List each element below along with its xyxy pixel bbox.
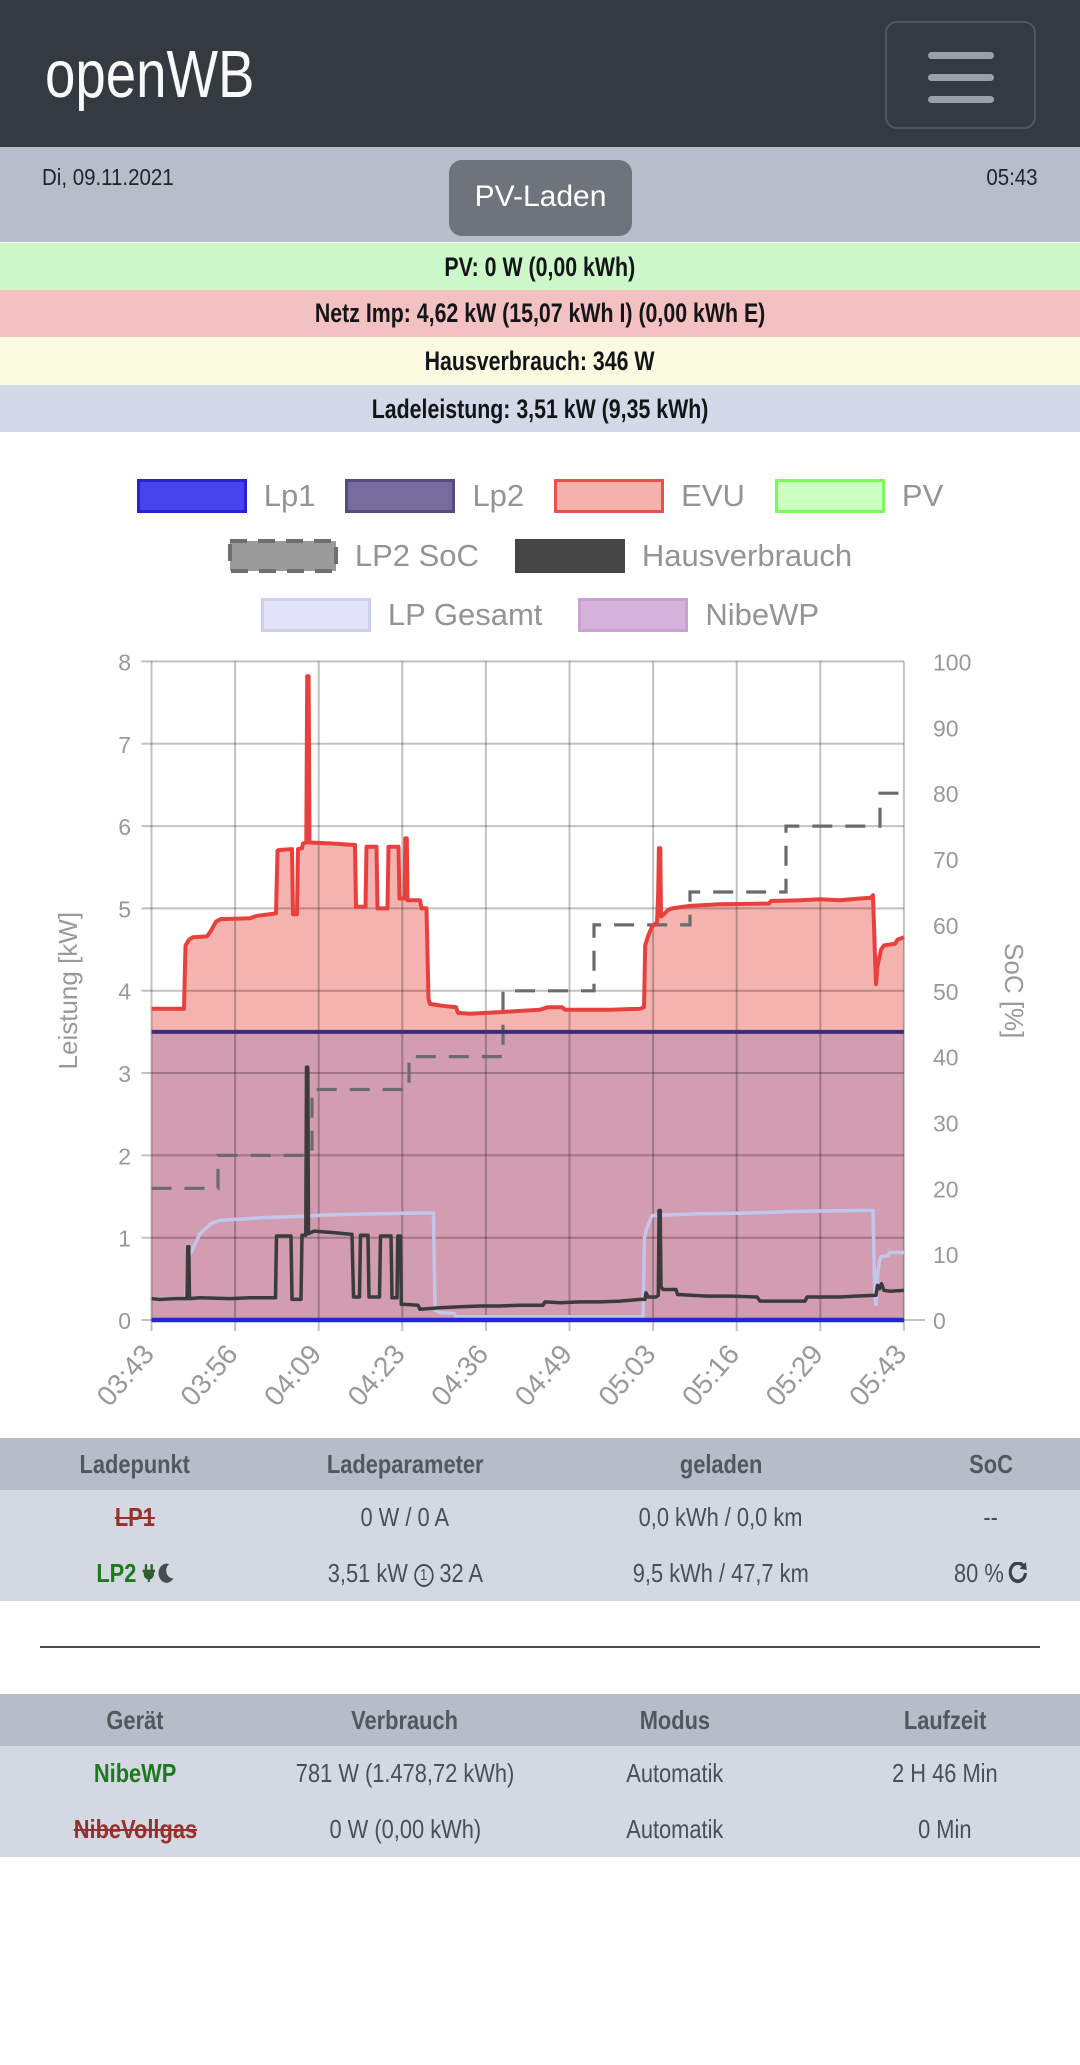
svg-text:04:36: 04:36: [425, 1339, 494, 1412]
svg-text:05:43: 05:43: [843, 1339, 912, 1412]
svg-text:10: 10: [933, 1242, 959, 1268]
svg-text:100: 100: [933, 650, 971, 676]
svg-text:0: 0: [933, 1308, 946, 1334]
svg-text:05:16: 05:16: [676, 1339, 745, 1412]
svg-text:04:23: 04:23: [341, 1339, 410, 1412]
svg-text:20: 20: [933, 1176, 959, 1202]
svg-text:0: 0: [118, 1308, 131, 1334]
svg-text:7: 7: [118, 732, 131, 758]
svg-text:04:09: 04:09: [258, 1339, 327, 1412]
svg-text:Leistung [kW]: Leistung [kW]: [53, 912, 83, 1070]
svg-text:04:49: 04:49: [509, 1339, 578, 1412]
svg-text:3: 3: [118, 1061, 131, 1087]
svg-text:8: 8: [118, 649, 131, 675]
svg-text:03:43: 03:43: [91, 1339, 160, 1412]
svg-text:60: 60: [933, 913, 959, 939]
svg-text:50: 50: [933, 979, 959, 1005]
svg-text:2: 2: [118, 1143, 131, 1169]
svg-text:1: 1: [118, 1226, 131, 1252]
svg-text:05:29: 05:29: [759, 1339, 828, 1412]
svg-text:03:56: 03:56: [174, 1339, 243, 1412]
svg-text:90: 90: [933, 715, 959, 741]
svg-text:40: 40: [933, 1045, 959, 1071]
svg-text:30: 30: [933, 1111, 959, 1137]
svg-text:05:03: 05:03: [592, 1339, 661, 1412]
svg-text:SoC [%]: SoC [%]: [999, 943, 1029, 1038]
svg-text:6: 6: [118, 814, 131, 840]
svg-text:5: 5: [118, 896, 131, 922]
svg-text:4: 4: [118, 979, 131, 1005]
svg-text:70: 70: [933, 847, 959, 873]
svg-text:80: 80: [933, 781, 959, 807]
